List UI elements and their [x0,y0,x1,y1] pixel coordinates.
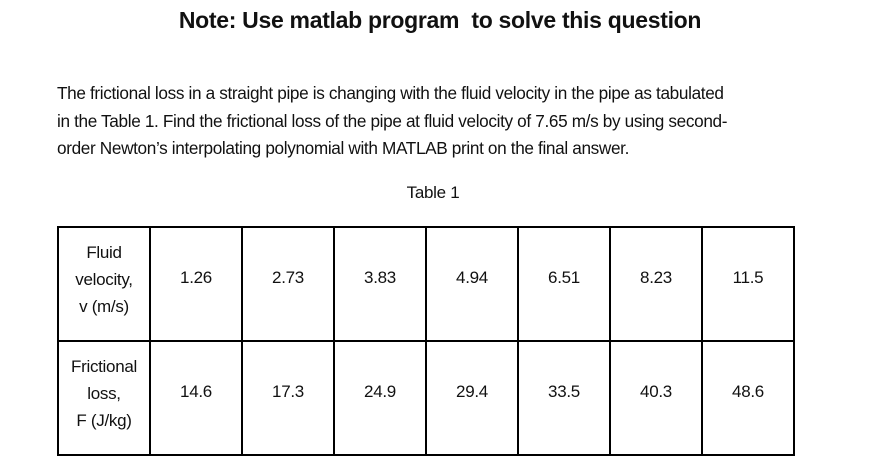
header-line: Fluid [86,242,122,262]
table-cell: 3.83 [333,226,427,342]
header-line: velocity, [75,269,133,289]
header-line: F (J/kg) [76,410,132,430]
table-row-velocity: Fluid velocity, v (m/s) 1.26 2.73 3.83 4… [57,226,795,342]
table-cell: 4.94 [425,226,519,342]
table-row-frictional-loss: Frictional loss, F (J/kg) 14.6 17.3 24.9… [57,340,795,456]
table-caption: Table 1 [406,183,460,202]
table-cell: 6.51 [517,226,611,342]
header-line: v (m/s) [79,296,129,316]
question-line: in the Table 1. Find the frictional loss… [57,110,728,131]
table-cell: 33.5 [517,340,611,456]
table-cell: 8.23 [609,226,703,342]
row-header-velocity: Fluid velocity, v (m/s) [57,226,151,342]
table-cell: 48.6 [701,340,795,456]
table-cell: 2.73 [241,226,335,342]
note-title: Note: Use matlab program to solve this q… [178,7,702,33]
table-cell: 11.5 [701,226,795,342]
table-cell: 29.4 [425,340,519,456]
data-table: Fluid velocity, v (m/s) 1.26 2.73 3.83 4… [57,226,795,456]
header-line: loss, [87,383,121,403]
table-cell: 17.3 [241,340,335,456]
table-cell: 1.26 [149,226,243,342]
row-header-frictional-loss: Frictional loss, F (J/kg) [57,340,151,456]
header-line: Frictional [71,356,137,376]
table-cell: 14.6 [149,340,243,456]
question-line: order Newton’s interpolating polynomial … [57,138,630,158]
question-text: The frictional loss in a straight pipe i… [57,80,837,163]
table-cell: 40.3 [609,340,703,456]
question-line: The frictional loss in a straight pipe i… [57,83,724,103]
table-cell: 24.9 [333,340,427,456]
